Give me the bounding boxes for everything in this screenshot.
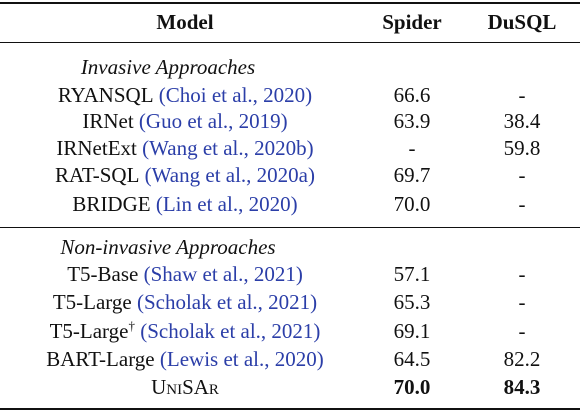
section-title: Invasive Approaches <box>80 55 256 79</box>
dusql-score: 82.2 <box>503 347 541 371</box>
model-name: T5-Large <box>52 290 132 314</box>
model-name: BART-Large <box>46 347 155 371</box>
model-cell: IRNet (Guo et al., 2019) <box>82 108 287 134</box>
model-cell: T5-Base (Shaw et al., 2021) <box>67 261 303 287</box>
model-cell: IRNetExt (Wang et al., 2020b) <box>56 135 313 161</box>
dusql-score: - <box>518 83 526 107</box>
citation: (Scholak et al., 2021) <box>140 319 321 343</box>
citation: (Wang et al., 2020a) <box>144 163 315 187</box>
model-name: IRNetExt <box>56 136 137 160</box>
model-cell: BRIDGE (Lin et al., 2020) <box>72 191 297 217</box>
model-cell: RAT-SQL (Wang et al., 2020a) <box>55 162 315 188</box>
dusql-score: - <box>518 163 526 187</box>
citation: (Lewis et al., 2020) <box>159 347 324 371</box>
spider-score: 69.7 <box>393 163 431 187</box>
dusql-score: 59.8 <box>503 136 541 160</box>
spider-score: 64.5 <box>393 347 431 371</box>
model-name: BRIDGE <box>72 192 151 216</box>
citation: (Guo et al., 2019) <box>138 109 288 133</box>
citation: (Scholak et al., 2021) <box>136 290 318 314</box>
model-cell: BART-Large (Lewis et al., 2020) <box>46 346 324 372</box>
dusql-score: - <box>518 192 526 216</box>
model-cell: UniSAr <box>151 374 219 400</box>
model-name: UniSAr <box>151 375 219 399</box>
section-title: Non-invasive Approaches <box>60 235 276 259</box>
model-name: T5-Base <box>67 262 139 286</box>
model-name: IRNet <box>82 109 134 133</box>
header-rule <box>0 42 580 43</box>
dusql-score: 38.4 <box>503 109 541 133</box>
top-rule <box>0 2 580 4</box>
footnote-mark: † <box>128 318 135 333</box>
spider-score: 70.0 <box>393 375 431 399</box>
spider-score: 69.1 <box>393 319 431 343</box>
dusql-score: - <box>518 262 526 286</box>
model-cell: T5-Large (Scholak et al., 2021) <box>53 289 317 315</box>
model-name: RAT-SQL <box>55 163 140 187</box>
spider-score: 65.3 <box>393 290 431 314</box>
section-rule <box>0 227 580 228</box>
spider-score: 57.1 <box>393 262 431 286</box>
dusql-score: - <box>518 290 526 314</box>
spider-score: - <box>408 136 416 160</box>
spider-score: 63.9 <box>393 109 431 133</box>
model-cell: RYANSQL (Choi et al., 2020) <box>58 82 312 108</box>
citation: (Lin et al., 2020) <box>155 192 298 216</box>
spider-score: 70.0 <box>393 192 431 216</box>
bottom-rule <box>0 408 580 410</box>
header-cell: DuSQL <box>487 10 557 34</box>
citation: (Shaw et al., 2021) <box>143 262 303 286</box>
model-name: RYANSQL <box>57 83 154 107</box>
dusql-score: - <box>518 319 526 343</box>
citation: (Choi et al., 2020) <box>158 83 313 107</box>
header-cell: Model <box>156 10 214 34</box>
model-name: T5-Large <box>49 319 129 343</box>
model-cell: T5-Large† (Scholak et al., 2021) <box>50 318 321 344</box>
dusql-score: 84.3 <box>503 375 541 399</box>
spider-score: 66.6 <box>393 83 431 107</box>
citation: (Wang et al., 2020b) <box>142 136 314 160</box>
header-cell: Spider <box>382 10 442 34</box>
